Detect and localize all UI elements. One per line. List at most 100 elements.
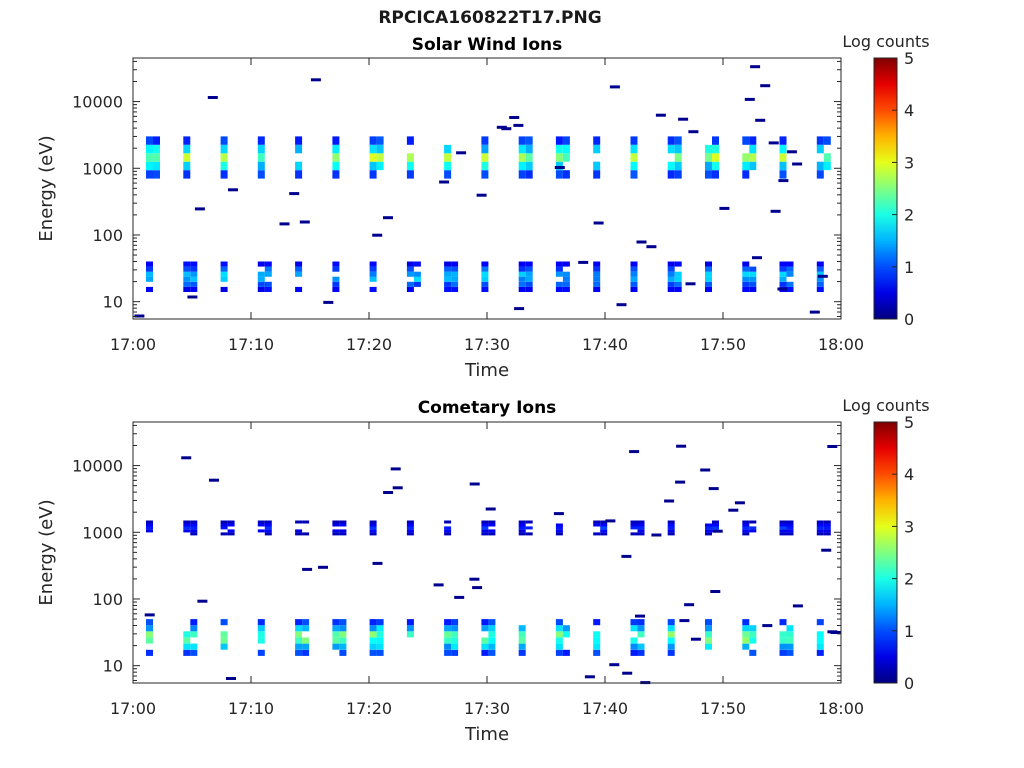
heatmap-cell [226, 677, 236, 680]
heatmap-cell [369, 649, 377, 656]
heatmap-cell [181, 456, 192, 460]
heatmap-cell [712, 161, 719, 171]
heatmap-cell [742, 170, 750, 179]
heatmap-cell [302, 619, 310, 626]
heatmap-cell [562, 286, 570, 292]
x-tick-label: 17:10 [228, 699, 274, 718]
colorbar-tick-label: 3 [904, 517, 914, 536]
heatmap-cell [369, 631, 377, 638]
heatmap-cell [667, 261, 675, 267]
heatmap-cell [593, 261, 601, 267]
heatmap-cell [318, 565, 328, 569]
heatmap-cell [676, 444, 687, 448]
heatmap-cell [555, 526, 563, 530]
heatmap-cell [220, 271, 228, 277]
heatmap-cell [786, 271, 794, 277]
heatmap-cell [257, 161, 265, 171]
heatmap-cell [770, 209, 781, 213]
heatmap-cell [220, 619, 228, 626]
heatmap-cell [332, 523, 340, 527]
heatmap-cell [406, 261, 414, 267]
heatmap-cell [183, 281, 191, 287]
heatmap-cell [153, 136, 160, 145]
heatmap-cell [339, 625, 347, 632]
heatmap-cell [525, 271, 533, 277]
heatmap-cell [674, 136, 682, 145]
heatmap-cell [183, 266, 191, 272]
heatmap-cell [406, 136, 414, 145]
heatmap-cell [257, 649, 265, 656]
heatmap-cell [768, 141, 779, 145]
heatmap-cell [675, 480, 686, 484]
heatmap-cell [705, 161, 712, 171]
heatmap-cell [562, 281, 570, 287]
heatmap-cell [406, 271, 414, 277]
heatmap-cell [630, 271, 638, 277]
heatmap-cell [816, 266, 824, 272]
heatmap-cell [637, 532, 645, 536]
heatmap-cell [488, 529, 496, 533]
heatmap-cell [674, 144, 682, 154]
heatmap-cell [518, 266, 526, 272]
heatmap-cell [488, 631, 496, 638]
heatmap-cell [406, 526, 414, 530]
x-axis-label: Time [464, 724, 509, 745]
heatmap-cell [451, 631, 459, 638]
heatmap-cell [220, 170, 228, 179]
heatmap-cell [786, 523, 794, 527]
heatmap-cell [816, 526, 824, 530]
heatmap-cell [332, 625, 340, 632]
heatmap-cell [190, 520, 198, 524]
heatmap-cell [630, 266, 638, 272]
heatmap-cell [433, 583, 444, 587]
heatmap-cell [369, 266, 377, 272]
heatmap-cell [190, 619, 198, 626]
heatmap-cell [636, 240, 647, 244]
heatmap-cell [749, 526, 757, 530]
heatmap-cell [827, 630, 838, 634]
heatmap-cell [376, 643, 384, 650]
heatmap-cell [383, 216, 393, 220]
heatmap-cell [635, 614, 645, 618]
panel-2 [132, 421, 898, 685]
heatmap-cell [444, 625, 452, 632]
heatmap-cell [518, 532, 526, 536]
heatmap-cell [750, 65, 761, 69]
heatmap-cell [183, 144, 191, 154]
heatmap-cell [555, 170, 563, 179]
heatmap-cell [667, 170, 675, 179]
heatmap-cell [518, 523, 526, 527]
heatmap-cell [302, 625, 310, 632]
heatmap-cell [630, 532, 638, 536]
heatmap-cell [637, 649, 645, 656]
colorbar-tick-label: 0 [904, 310, 914, 329]
heatmap-cell [816, 631, 824, 638]
heatmap-cell [481, 523, 489, 527]
heatmap-cell [600, 523, 608, 527]
heatmap-cell [637, 529, 645, 533]
heatmap-cell [525, 286, 533, 292]
heatmap-cell [146, 261, 153, 267]
heatmap-cell [786, 529, 794, 533]
x-tick-label: 17:00 [110, 335, 156, 354]
heatmap-cell [332, 619, 340, 626]
heatmap-cell [562, 631, 570, 638]
heatmap-cell [295, 625, 303, 632]
x-tick-label: 17:10 [228, 335, 274, 354]
heatmap-cell [816, 637, 824, 644]
heatmap-cell [444, 161, 452, 171]
heatmap-cell [667, 271, 675, 277]
heatmap-cell [616, 303, 627, 307]
heatmap-cell [742, 529, 750, 533]
heatmap-cell [339, 643, 347, 650]
heatmap-cell [630, 144, 638, 154]
heatmap-cell [630, 170, 638, 179]
heatmap-cell [146, 631, 153, 638]
heatmap-cell [413, 276, 421, 282]
heatmap-cell [705, 153, 712, 162]
heatmap-cell [816, 649, 824, 656]
heatmap-cell [257, 144, 265, 154]
y-tick-label: 100 [92, 226, 123, 245]
heatmap-cell [555, 619, 563, 626]
heatmap-cell [413, 261, 421, 267]
